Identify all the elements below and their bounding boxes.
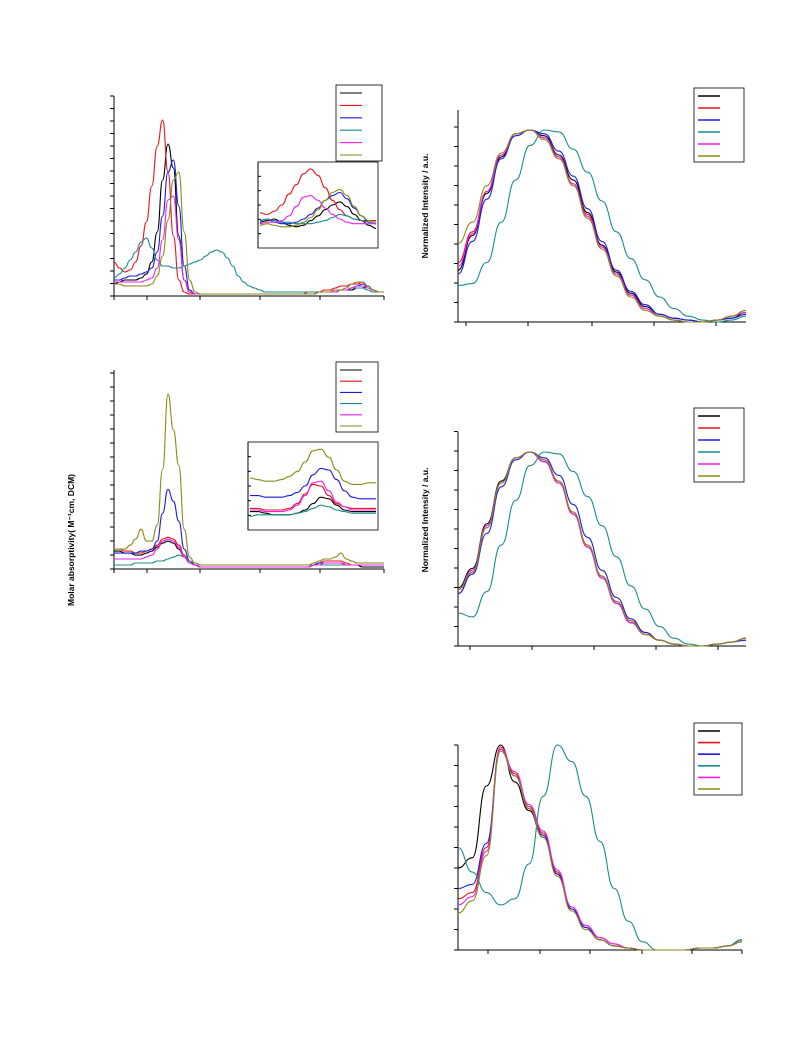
emission-mid-y-label: Normalized Intensity / a.u. (420, 468, 430, 573)
legend (693, 87, 745, 163)
inset-series-line-olive (259, 188, 377, 228)
absorptivity-y-label: Molar absorptivity( M⁻¹cm, DCM) (66, 474, 76, 606)
series-line-magenta (113, 538, 384, 568)
inset-plot (247, 441, 379, 531)
legend-frame (693, 87, 745, 163)
legend-frame (335, 84, 383, 162)
legend-frame (693, 722, 743, 796)
inset-plot (257, 161, 379, 249)
series-line-olive (457, 750, 743, 951)
inset-series-line-magenta (250, 480, 376, 513)
legend (693, 722, 743, 796)
inset-series-line-olive (249, 448, 376, 485)
inset-series-line-teal (259, 213, 377, 225)
inset-series-line-teal (249, 504, 376, 517)
panels (110, 84, 747, 954)
legend (693, 407, 745, 483)
inset-frame (247, 441, 379, 531)
chart-panel-5 (454, 722, 743, 954)
emission-top-y-label: Normalized Intensity / a.u. (420, 154, 430, 259)
series-line-olive (457, 129, 747, 323)
series-line-olive (457, 451, 747, 647)
series-line-teal (457, 129, 747, 323)
inset-series-line-magenta (259, 195, 376, 225)
chart-panel-3 (454, 87, 747, 326)
legend (335, 361, 379, 433)
legend-frame (335, 361, 379, 433)
series-line-olive (114, 393, 384, 566)
chart-panel-1 (110, 84, 385, 300)
inset-series-line-red (250, 483, 376, 511)
chart-panel-4 (454, 407, 747, 650)
series-line-olive (114, 171, 384, 295)
legend (335, 84, 383, 162)
legend-frame (693, 407, 745, 483)
inset-series-line-blue (250, 467, 376, 500)
inset-frame (257, 161, 379, 249)
chart-panel-2 (110, 361, 385, 573)
